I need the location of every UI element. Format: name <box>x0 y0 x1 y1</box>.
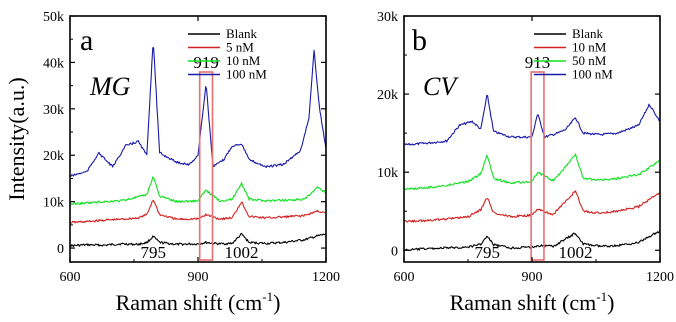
peak-label: 1002 <box>225 243 259 262</box>
y-tick-label: 0 <box>391 244 398 259</box>
series-line-blank <box>403 229 661 252</box>
legend-label: 10 nM <box>226 53 261 68</box>
chart-panel-a: 919 795 1002 600 900 1200 0 10k 20k 30k 40k 50k Blan… <box>4 10 340 315</box>
highlight-box <box>198 71 214 261</box>
y-tick-label: 50k <box>43 10 64 25</box>
x-tick-label: 900 <box>522 270 543 285</box>
y-tick-label: 30k <box>43 103 64 118</box>
series-line-100-nm <box>403 94 660 146</box>
x-axis-label-main: Raman shift (cm <box>450 290 597 315</box>
y-tick-label: 30k <box>377 10 398 25</box>
x-axis-label-close: ) <box>273 290 280 315</box>
highlight-label: 913 <box>525 53 551 72</box>
x-tick-label: 900 <box>188 270 209 285</box>
peak-label: 795 <box>474 243 500 262</box>
panel-letter: b <box>412 24 427 57</box>
x-axis-label-close: ) <box>607 290 614 315</box>
legend-label: Blank <box>226 26 258 41</box>
x-tick-label: 600 <box>394 270 415 285</box>
peak-label: 1002 <box>559 243 593 262</box>
y-axis-label: Intensity(a.u.) <box>4 77 29 200</box>
x-axis-label-sup: -1 <box>596 289 607 304</box>
legend-label: Blank <box>572 26 604 41</box>
series-line-blank <box>70 232 327 248</box>
y-tick-label: 10k <box>377 166 398 181</box>
x-axis-label-main: Raman shift (cm <box>116 290 263 315</box>
y-tick-label: 20k <box>43 149 64 164</box>
y-tick-label: 20k <box>377 88 398 103</box>
y-tick-label: 10k <box>43 196 64 211</box>
series-line-10-nm <box>403 190 661 223</box>
analyte-label: MG <box>89 72 131 101</box>
panel-letter: a <box>80 24 93 57</box>
x-axis-label: Raman shift (cm-1) <box>450 289 615 315</box>
x-tick-label: 1200 <box>312 270 340 285</box>
analyte-label: CV <box>423 72 459 101</box>
series-line-10-nm <box>69 176 327 206</box>
highlight-label: 919 <box>193 53 219 72</box>
x-tick-label: 1200 <box>646 270 674 285</box>
legend-label: 10 nM <box>572 40 607 55</box>
peak-label: 795 <box>140 243 166 262</box>
legend-label: 5 nM <box>226 40 254 55</box>
highlight-box <box>530 71 545 261</box>
series-line-5-nm <box>69 200 326 224</box>
legend-label: 100 nM <box>226 67 267 82</box>
legend-label: 50 nM <box>572 53 607 68</box>
y-tick-label: 40k <box>43 56 64 71</box>
x-axis-label-sup: -1 <box>262 289 273 304</box>
x-axis-label: Raman shift (cm-1) <box>116 289 281 315</box>
series-line-50-nm <box>403 153 661 191</box>
legend-label: 100 nM <box>572 67 613 82</box>
series-line-100-nm <box>70 47 327 177</box>
x-tick-label: 600 <box>60 270 81 285</box>
y-tick-label: 0 <box>57 242 64 257</box>
